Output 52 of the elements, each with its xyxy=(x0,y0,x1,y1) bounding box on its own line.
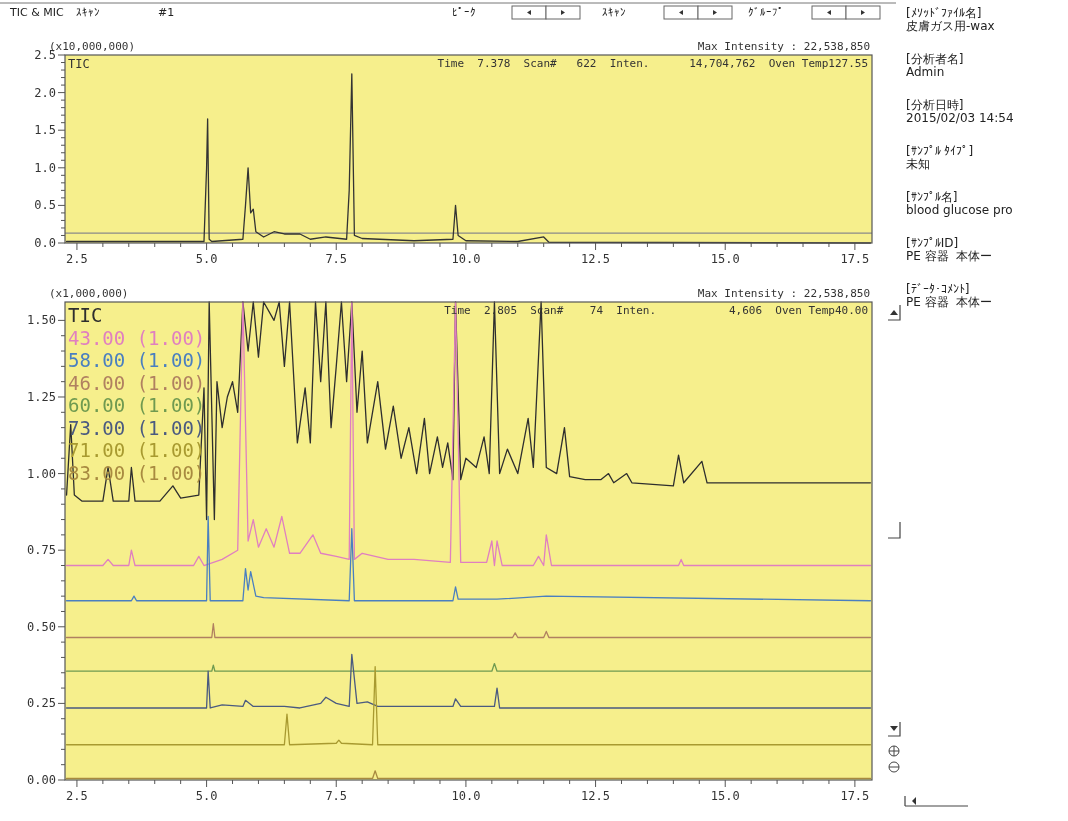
y-tick-label: 1.50 xyxy=(27,313,56,328)
legend: TIC xyxy=(68,57,90,71)
x-tick-label: 7.5 xyxy=(325,252,348,266)
text: [分析日時] xyxy=(906,98,964,112)
x-tick-label: 15.0 xyxy=(710,789,740,803)
text: 2015/02/03 14:54 xyxy=(906,111,1014,125)
x-tick-label: 10.0 xyxy=(451,789,481,803)
text: PE 容器 本体ー xyxy=(906,295,993,309)
text: #1 xyxy=(158,6,175,19)
text: ｽｷｬﾝ xyxy=(76,6,100,19)
text: [ｻﾝﾌﾟﾙID] xyxy=(906,236,959,250)
y-tick-label: 0.0 xyxy=(34,236,56,250)
x-tick-label: 2.5 xyxy=(66,789,88,803)
text: [ﾒｿｯﾄﾞﾌｧｲﾙ名] xyxy=(906,6,982,20)
y-tick-label: 1.25 xyxy=(27,389,56,404)
text: Max Intensity : 22,538,850 xyxy=(697,287,870,300)
text: Max Intensity : 22,538,850 xyxy=(697,40,870,53)
text: blood glucose pro xyxy=(906,203,1013,217)
x-tick-label: 7.5 xyxy=(325,789,348,803)
x-tick-label: 2.5 xyxy=(66,252,88,266)
y-tick-label: 0.50 xyxy=(27,619,56,634)
x-tick-label: 5.0 xyxy=(195,789,218,803)
x-tick-label: 10.0 xyxy=(451,252,481,266)
text: TIC & MIC xyxy=(9,6,64,19)
x-tick-label: 15.0 xyxy=(710,252,740,266)
text: PE 容器 本体ー xyxy=(906,249,993,263)
text: [分析者名] xyxy=(906,52,964,66)
text: ｽｷｬﾝ xyxy=(602,6,626,19)
text: 未知 xyxy=(906,157,930,171)
y-tick-label: 1.0 xyxy=(34,160,56,175)
x-tick-label: 5.0 xyxy=(195,252,218,266)
text: 皮膚ガス用-wax xyxy=(906,19,995,33)
text: Admin xyxy=(906,65,945,79)
text: [ｻﾝﾌﾟﾙ名] xyxy=(906,190,958,204)
text: (x1,000,000) xyxy=(49,287,129,300)
text: ｸﾞﾙｰﾌﾟ xyxy=(748,6,784,19)
y-tick-label: 1.5 xyxy=(34,123,56,138)
y-tick-label: 0.5 xyxy=(34,198,56,213)
text: [ﾃﾞｰﾀ･ｺﾒﾝﾄ] xyxy=(906,282,970,296)
y-tick-label: 0.75 xyxy=(27,543,56,558)
x-tick-label: 12.5 xyxy=(581,252,611,266)
text: ﾋﾟｰｸ xyxy=(452,6,476,19)
x-tick-label: 17.5 xyxy=(840,789,870,803)
y-tick-label: 0.00 xyxy=(27,773,56,787)
annotation: Time 7.378 Scan# 622 Inten. 14,704,762 Oven Temp127.55 xyxy=(437,57,868,70)
y-tick-label: 2.0 xyxy=(34,85,56,100)
y-tick-label: 0.25 xyxy=(27,696,56,711)
text: [ｻﾝﾌﾟﾙ ﾀｲﾌﾟ] xyxy=(906,144,974,158)
x-tick-label: 12.5 xyxy=(581,789,611,803)
y-tick-label: 1.00 xyxy=(27,466,56,481)
text: (x10,000,000) xyxy=(49,40,136,53)
x-tick-label: 17.5 xyxy=(840,252,870,266)
